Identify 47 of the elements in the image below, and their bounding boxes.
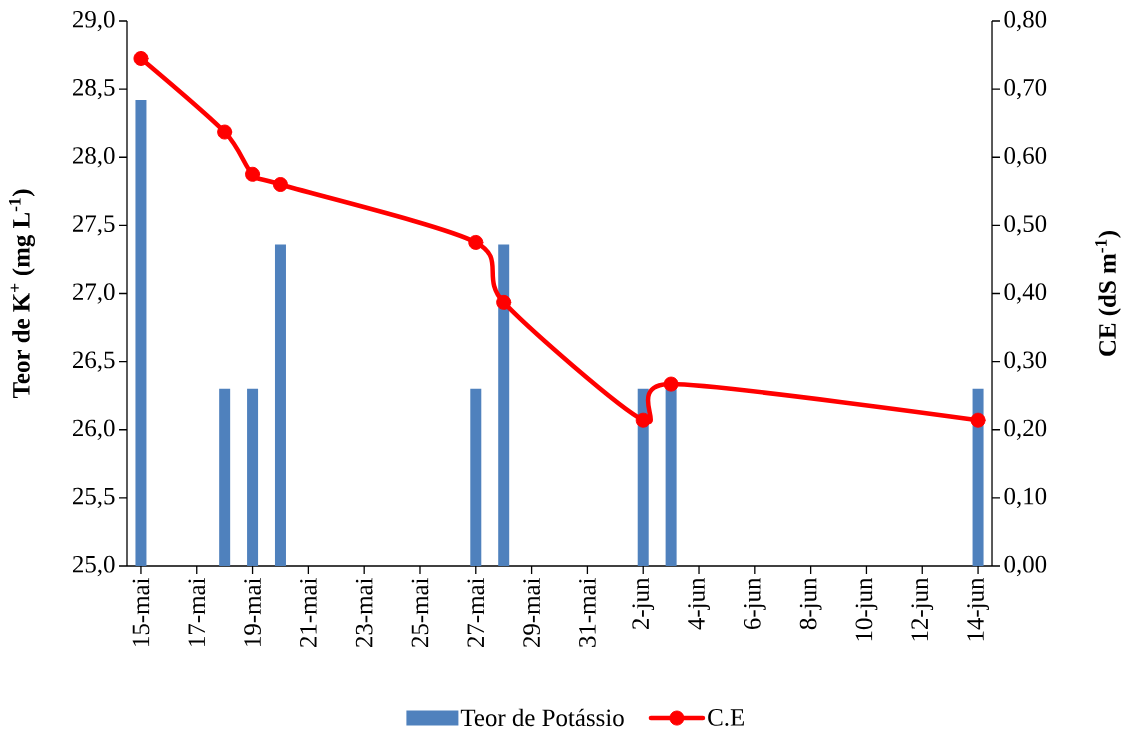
x-tick-label: 10-jun — [855, 577, 878, 641]
point — [468, 234, 484, 250]
y-tick-label: 29,0 — [72, 10, 115, 32]
y-axis-title: Teor de K$^{+}$ (mg L$^{-1}$) — [9, 189, 36, 399]
x-tick-label: 4-jun — [688, 577, 710, 630]
y-tick-label: 26,5 — [72, 351, 115, 372]
y2-tick-label: 0,70 — [1004, 78, 1047, 100]
y-tick-label: 25,5 — [72, 487, 115, 509]
y-tick-label: 27,5 — [72, 215, 115, 236]
y2-tick-label: 0,50 — [1004, 215, 1047, 236]
point — [970, 412, 986, 428]
point — [133, 50, 149, 66]
point — [663, 376, 679, 392]
x-tick-label: 25-mai — [411, 577, 429, 647]
x-tick-label: 15-mai — [132, 577, 150, 646]
x-tick-label: 31-mai — [579, 577, 596, 647]
point — [635, 412, 651, 428]
x-tick-label: 21-mai — [300, 577, 317, 647]
y-tick-label: 28,5 — [72, 78, 115, 100]
x-tick-label: 8-jun — [799, 577, 822, 630]
x-tick-label: 2-jun — [632, 577, 655, 629]
x-tick-label: 27-mai — [467, 577, 485, 647]
point — [496, 294, 512, 310]
point — [217, 124, 233, 140]
point — [245, 166, 261, 182]
y2-tick-label: 0,30 — [1004, 351, 1047, 372]
y2-axis-title: CE (dS m$^{-1}$) — [1095, 231, 1121, 356]
y2-tick-label: 0,10 — [1004, 487, 1047, 509]
x-tick-label: 17-mai — [188, 577, 206, 646]
x-tick-label: 19-mai — [244, 577, 261, 646]
x-tick-label: 23-mai — [355, 577, 373, 647]
y-tick-label: 26,0 — [72, 419, 115, 440]
y2-tick-label: 0,20 — [1004, 419, 1047, 440]
y2-tick-label: 0,00 — [1004, 555, 1047, 577]
point — [272, 177, 288, 192]
x-tick-label: 14-jun — [967, 577, 989, 641]
y-tick-label: 27,0 — [72, 283, 115, 304]
x-tick-label: 29-mai — [523, 577, 540, 647]
y2-tick-label: 0,60 — [1004, 147, 1047, 168]
y2-tick-label: 0,40 — [1004, 283, 1047, 304]
y2-tick-label: 0,80 — [1004, 10, 1047, 32]
legend-label: Teor de Potássio — [460, 708, 624, 727]
x-tick-label: 6-jun — [743, 577, 766, 630]
x-tick-label: 12-jun — [911, 577, 934, 641]
y-tick-label: 28,0 — [72, 147, 115, 168]
legend-label: C.E — [708, 709, 744, 726]
y-tick-label: 25,0 — [72, 555, 115, 577]
